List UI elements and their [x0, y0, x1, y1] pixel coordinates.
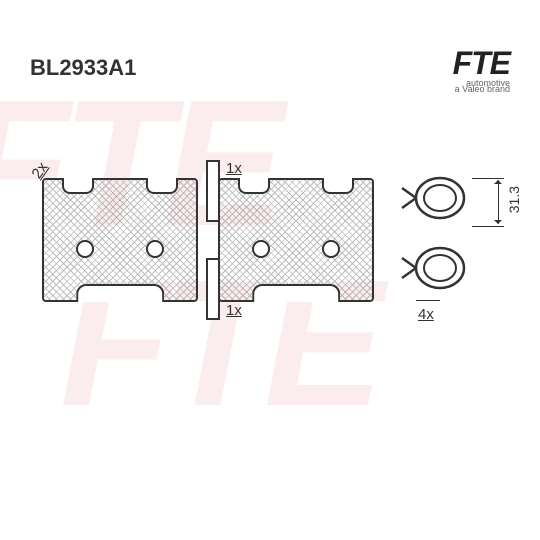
pad-notch — [62, 178, 94, 194]
brake-pad-right — [218, 178, 374, 302]
dim-arrow — [498, 180, 499, 224]
product-diagram-card: FTE FTE BL2933A1 FTE automotive a Valeo … — [0, 0, 540, 540]
dim-spring-height: 31.3 — [506, 186, 522, 213]
product-code: BL2933A1 — [30, 55, 136, 81]
spring-clip-icon — [400, 238, 470, 298]
pad-notch — [238, 178, 270, 194]
clip-top — [206, 160, 220, 222]
logo-sub2: a Valeo brand — [453, 84, 510, 94]
pad-notch — [146, 178, 178, 194]
diagram-area: 2x 1x 1x — [20, 130, 520, 390]
pad-hole — [76, 240, 94, 258]
pad-hole — [146, 240, 164, 258]
hatch-fill — [44, 180, 196, 300]
brand-logo: FTE automotive a Valeo brand — [453, 45, 510, 94]
qty-spring: 4x — [418, 306, 434, 323]
qty-clip-top: 1x — [226, 160, 242, 177]
clip-bottom — [206, 258, 220, 320]
leader-line — [416, 300, 440, 301]
pad-hole — [322, 240, 340, 258]
pad-bottom-cut — [252, 284, 340, 302]
pad-bottom-cut — [76, 284, 164, 302]
hatch-fill — [220, 180, 372, 300]
brake-pad-left — [42, 178, 198, 302]
logo-main: FTE — [453, 45, 510, 82]
qty-clip-bottom: 1x — [226, 302, 242, 319]
spring-clip-icon — [400, 168, 470, 228]
pad-notch — [322, 178, 354, 194]
pad-hole — [252, 240, 270, 258]
